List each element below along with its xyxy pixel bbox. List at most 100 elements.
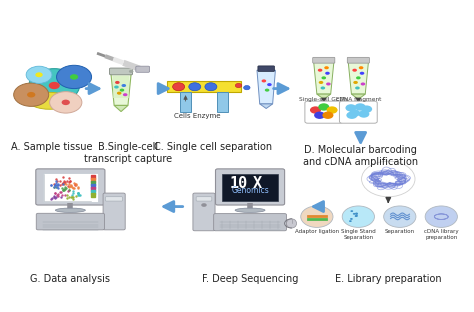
Circle shape: [201, 203, 207, 207]
Point: [65, 180, 73, 185]
Circle shape: [324, 66, 329, 69]
Point: [74, 191, 82, 196]
Polygon shape: [260, 104, 273, 109]
Point: [65, 195, 73, 200]
Point: [63, 196, 71, 201]
Point: [57, 194, 65, 199]
Ellipse shape: [55, 208, 85, 212]
Text: D. Molecular barcoding
and cDNA amplification: D. Molecular barcoding and cDNA amplific…: [303, 145, 418, 167]
Point: [54, 184, 61, 189]
Point: [74, 186, 82, 191]
Circle shape: [50, 92, 82, 113]
FancyBboxPatch shape: [216, 169, 284, 205]
Point: [50, 185, 57, 190]
Circle shape: [325, 72, 330, 75]
Point: [66, 179, 73, 184]
Circle shape: [244, 85, 250, 90]
Point: [61, 187, 69, 192]
Circle shape: [27, 92, 36, 97]
Point: [70, 185, 77, 190]
FancyBboxPatch shape: [43, 173, 98, 202]
Point: [59, 180, 67, 185]
FancyBboxPatch shape: [113, 76, 129, 98]
Circle shape: [121, 84, 126, 87]
FancyBboxPatch shape: [313, 57, 335, 63]
Circle shape: [318, 103, 329, 111]
Point: [67, 183, 75, 188]
Point: [71, 181, 78, 186]
Point: [70, 196, 77, 201]
Point: [54, 186, 62, 191]
Point: [62, 182, 69, 187]
Point: [59, 193, 66, 197]
Circle shape: [326, 82, 331, 85]
Point: [54, 178, 61, 183]
Text: Single-sell GEMs: Single-sell GEMs: [300, 97, 348, 102]
FancyBboxPatch shape: [222, 174, 278, 201]
Circle shape: [355, 86, 360, 90]
Point: [57, 190, 64, 195]
Point: [54, 183, 61, 188]
Circle shape: [262, 79, 266, 82]
Text: E. Library preparation: E. Library preparation: [335, 274, 442, 284]
Point: [51, 182, 59, 187]
Point: [60, 182, 68, 187]
Point: [55, 193, 62, 198]
Circle shape: [14, 83, 49, 106]
Circle shape: [355, 103, 366, 111]
Text: G. Data analysis: G. Data analysis: [30, 274, 110, 284]
Point: [71, 183, 79, 188]
Circle shape: [320, 86, 325, 90]
Circle shape: [342, 206, 374, 227]
Point: [71, 186, 78, 191]
Point: [52, 185, 60, 190]
Point: [67, 194, 74, 199]
Circle shape: [123, 93, 128, 96]
Point: [61, 184, 69, 189]
Point: [51, 182, 58, 187]
Point: [74, 191, 82, 196]
Text: Cells Enzyme: Cells Enzyme: [174, 113, 220, 119]
Point: [53, 183, 60, 188]
FancyBboxPatch shape: [193, 193, 215, 231]
Polygon shape: [351, 94, 365, 99]
Point: [57, 189, 64, 194]
FancyBboxPatch shape: [109, 68, 133, 75]
Point: [65, 175, 73, 180]
Circle shape: [361, 105, 372, 113]
Point: [69, 195, 76, 200]
Point: [52, 195, 59, 200]
Point: [63, 193, 71, 198]
Point: [72, 194, 80, 199]
Circle shape: [355, 215, 358, 217]
Circle shape: [352, 69, 357, 72]
Point: [61, 179, 68, 184]
Text: cDNA fragment: cDNA fragment: [336, 97, 381, 102]
Point: [56, 182, 64, 187]
Point: [50, 194, 57, 199]
Text: F. Deep Sequencing: F. Deep Sequencing: [202, 274, 298, 284]
Circle shape: [115, 81, 119, 84]
Circle shape: [318, 69, 322, 72]
Text: Adaptor ligation: Adaptor ligation: [295, 229, 339, 234]
Circle shape: [62, 100, 70, 105]
Circle shape: [361, 82, 365, 85]
Circle shape: [322, 112, 333, 119]
Point: [47, 183, 55, 188]
Circle shape: [56, 65, 91, 89]
Point: [63, 186, 70, 191]
Point: [74, 190, 82, 195]
FancyBboxPatch shape: [339, 101, 377, 123]
Point: [56, 178, 64, 183]
Point: [54, 182, 62, 187]
Circle shape: [353, 213, 356, 215]
Circle shape: [205, 83, 217, 91]
Point: [75, 193, 83, 198]
Circle shape: [265, 89, 269, 92]
Circle shape: [49, 82, 60, 89]
Circle shape: [355, 215, 357, 217]
Circle shape: [360, 72, 365, 75]
Point: [52, 195, 60, 200]
Bar: [217, 92, 228, 112]
Circle shape: [350, 210, 353, 212]
